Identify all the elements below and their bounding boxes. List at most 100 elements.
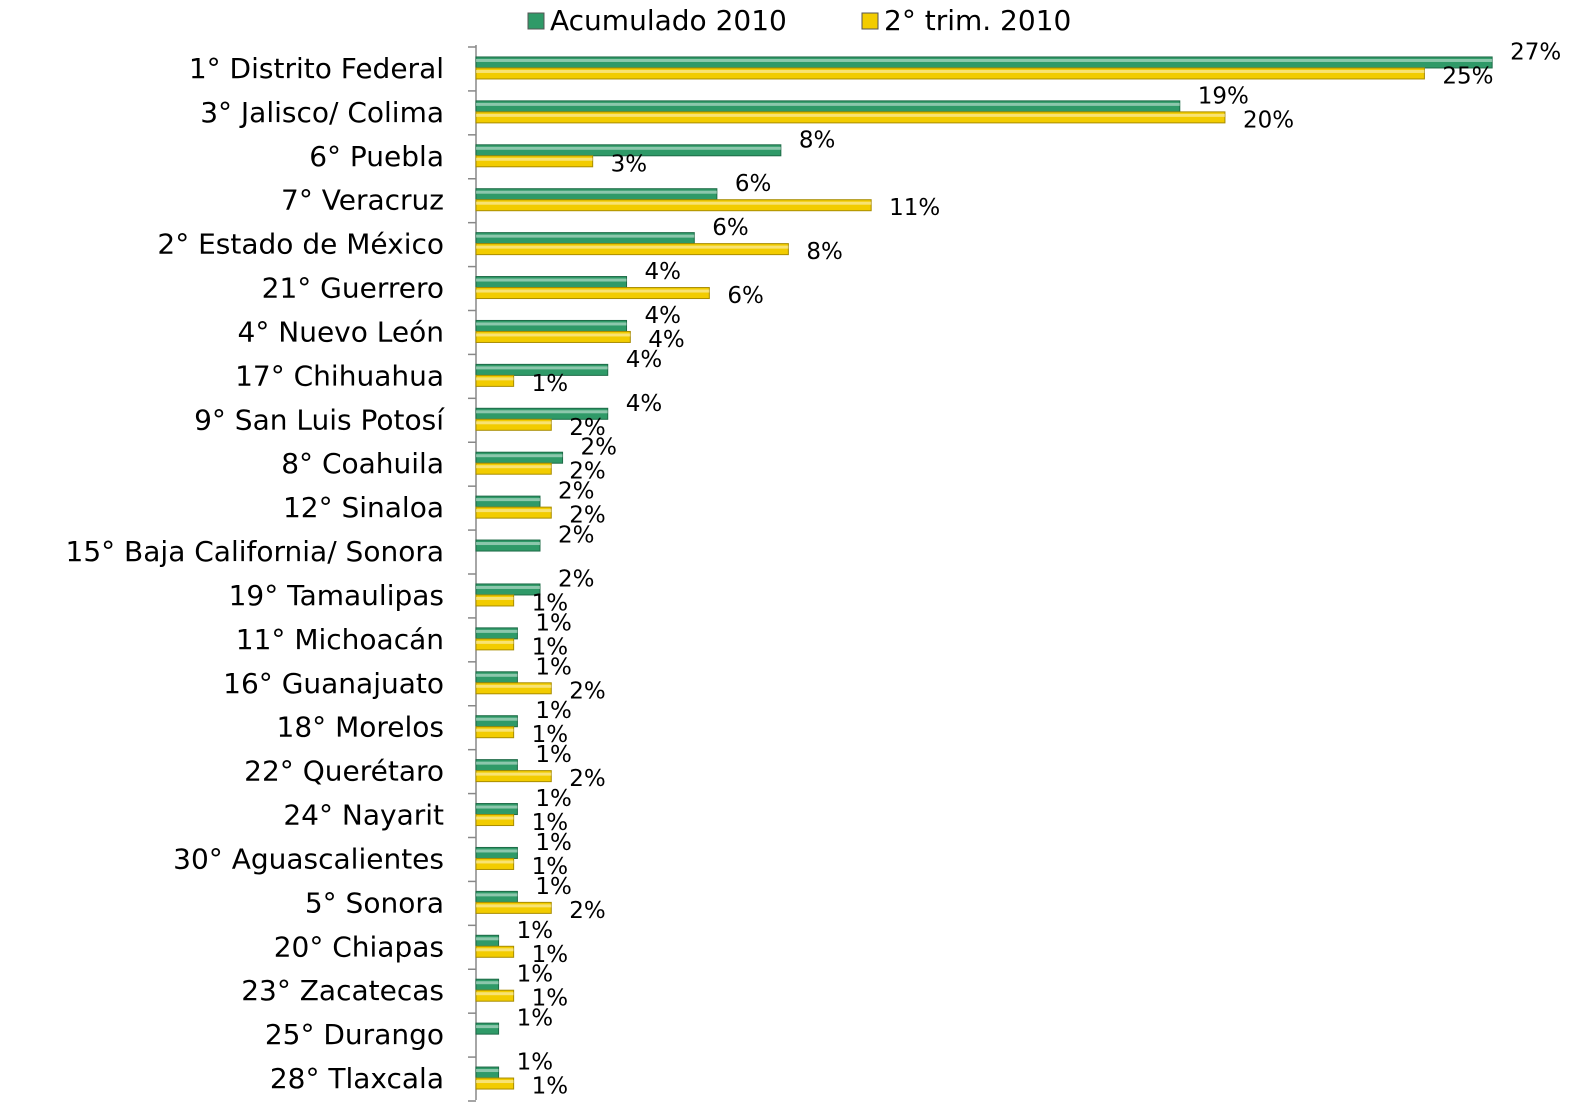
data-label: 25% <box>1442 63 1493 89</box>
bar-highlight <box>476 69 1425 73</box>
bar <box>475 682 552 695</box>
data-label: 1% <box>535 742 572 768</box>
data-label: 6% <box>735 171 772 197</box>
data-label: 11% <box>889 195 940 221</box>
bar <box>475 803 518 816</box>
bar-highlight <box>476 234 695 238</box>
data-label: 1% <box>532 986 569 1012</box>
bar-highlight <box>476 366 608 370</box>
y-tick-label: 4° Nuevo León <box>238 315 444 348</box>
data-label: 2% <box>569 766 606 792</box>
bar-highlight <box>476 948 514 952</box>
bar-highlight <box>476 981 499 985</box>
y-tick-label: 21° Guerrero <box>262 272 444 305</box>
bar <box>475 451 564 464</box>
data-label: 2% <box>569 459 606 485</box>
data-label: 4% <box>626 347 663 373</box>
bar <box>475 287 710 300</box>
data-label: 1% <box>517 962 554 988</box>
bar-highlight <box>476 585 540 589</box>
bar <box>475 1077 515 1090</box>
bar <box>475 890 518 903</box>
data-label: 1% <box>532 371 569 397</box>
bar <box>475 638 515 651</box>
bar-highlight <box>476 904 552 908</box>
y-tick-label: 18° Morelos <box>277 711 444 744</box>
legend-swatch <box>861 12 879 30</box>
bar <box>475 188 718 201</box>
bar <box>475 1066 500 1079</box>
bar-highlight <box>476 322 627 326</box>
data-label: 2% <box>569 678 606 704</box>
data-label: 20% <box>1243 107 1294 133</box>
bar <box>475 759 518 772</box>
bar-highlight <box>476 454 563 458</box>
bar-highlight <box>476 245 789 249</box>
bar <box>475 934 500 947</box>
y-tick-label: 8° Coahuila <box>281 447 444 480</box>
bar-highlight <box>476 157 593 161</box>
data-label: 1% <box>532 722 569 748</box>
bar <box>475 232 695 245</box>
bar-highlight <box>476 1025 499 1029</box>
bar-highlight <box>476 761 518 765</box>
bar-highlight <box>476 421 552 425</box>
y-tick-label: 5° Sonora <box>305 886 444 919</box>
bar-highlight <box>476 772 552 776</box>
bar-highlight <box>476 640 514 644</box>
bar <box>475 374 515 387</box>
bar <box>475 1022 500 1035</box>
data-label: 2% <box>558 523 595 549</box>
data-label: 4% <box>645 303 682 329</box>
data-label: 19% <box>1198 83 1249 109</box>
bar <box>475 462 552 475</box>
bar-highlight <box>476 893 518 897</box>
bar <box>475 846 518 859</box>
data-label: 4% <box>626 391 663 417</box>
bar-highlight <box>476 113 1225 117</box>
y-tick-label: 1° Distrito Federal <box>189 52 444 85</box>
bar <box>475 100 1181 113</box>
bar-highlight <box>476 201 872 205</box>
data-label: 1% <box>532 590 569 616</box>
y-tick-label: 7° Veracruz <box>281 184 444 217</box>
bar-highlight <box>476 596 514 600</box>
y-tick-label: 17° Chihuahua <box>235 359 444 392</box>
data-label: 6% <box>727 283 764 309</box>
y-tick-label: 20° Chiapas <box>274 930 444 963</box>
bar <box>475 627 518 640</box>
bar-highlight <box>476 937 499 941</box>
bar-highlight <box>476 805 518 809</box>
bar <box>475 594 515 607</box>
data-label: 27% <box>1510 39 1561 65</box>
y-tick-label: 22° Querétaro <box>244 755 444 788</box>
bar-highlight <box>476 509 552 513</box>
bar <box>475 111 1226 124</box>
bar <box>475 539 541 552</box>
data-label: 3% <box>611 151 648 177</box>
data-label: 1% <box>517 918 554 944</box>
data-label: 2% <box>569 898 606 924</box>
data-label: 2% <box>558 479 595 505</box>
bar-highlight <box>476 629 518 633</box>
bar-highlight <box>476 849 518 853</box>
data-label: 1% <box>535 830 572 856</box>
data-label: 8% <box>806 239 843 265</box>
y-tick-label: 28° Tlaxcala <box>270 1062 444 1095</box>
data-label: 1% <box>535 874 572 900</box>
data-label: 1% <box>532 810 569 836</box>
bar <box>475 726 515 739</box>
data-label: 4% <box>645 259 682 285</box>
bar-highlight <box>476 992 514 996</box>
bar <box>475 67 1425 80</box>
data-label: 1% <box>535 698 572 724</box>
bar-highlight <box>476 190 717 194</box>
bar-highlight <box>476 465 552 469</box>
y-tick-label: 30° Aguascalientes <box>173 842 444 875</box>
bar <box>475 243 789 256</box>
bar <box>475 155 594 168</box>
bar <box>475 901 552 914</box>
bar-highlight <box>476 816 514 820</box>
bar <box>475 989 515 1002</box>
